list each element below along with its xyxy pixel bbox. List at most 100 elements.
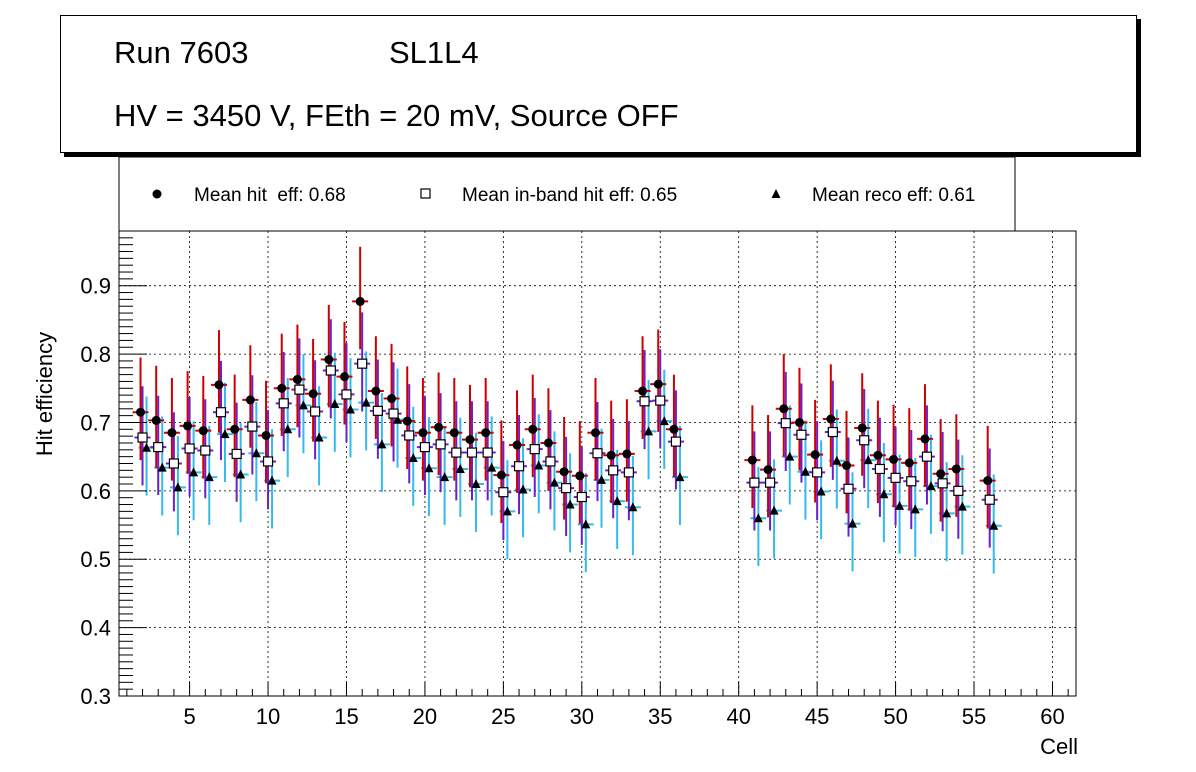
- reco-point: [518, 484, 528, 494]
- hit-point: [747, 455, 757, 465]
- inband-point: [921, 451, 933, 462]
- inband-point: [325, 365, 336, 376]
- inband-point: [953, 485, 964, 496]
- hit-point: [183, 421, 193, 431]
- hit-point: [904, 458, 914, 468]
- reco-point: [753, 513, 763, 523]
- reco-point: [565, 499, 575, 509]
- reco-point: [267, 475, 277, 485]
- hit-point: [355, 296, 365, 306]
- hit-point: [434, 422, 444, 432]
- inband-point: [357, 358, 368, 369]
- reco-point: [957, 501, 967, 511]
- hit-point: [575, 471, 585, 481]
- reco-point: [502, 506, 512, 516]
- reco-point: [189, 467, 199, 477]
- inband-point: [545, 456, 556, 467]
- reco-point: [926, 481, 936, 491]
- hit-point: [496, 470, 506, 480]
- reco-point: [800, 466, 810, 476]
- x-tick-label: 55: [962, 704, 986, 729]
- y-tick-label: 0.3: [80, 684, 111, 709]
- inband-point: [168, 458, 180, 469]
- inband-point: [215, 407, 227, 418]
- reco-point: [345, 404, 355, 414]
- reco-point: [424, 463, 434, 473]
- reco-point: [361, 397, 371, 407]
- inband-point: [153, 441, 164, 453]
- x-tick-label: 45: [805, 704, 829, 729]
- inband-point: [843, 483, 854, 494]
- hit-point: [951, 464, 961, 474]
- x-tick-label: 5: [183, 704, 195, 729]
- legend-square-marker: [420, 188, 431, 199]
- hit-point: [214, 380, 224, 390]
- hit-point: [920, 434, 930, 444]
- inband-point: [812, 467, 823, 478]
- reco-point: [157, 462, 167, 472]
- hit-point: [842, 461, 852, 471]
- reco-point: [408, 453, 418, 463]
- inband-point: [592, 448, 603, 459]
- legend-entry-reco: Mean reco eff: 0.61: [771, 185, 975, 206]
- hit-point: [936, 469, 946, 479]
- inband-point: [513, 461, 525, 472]
- reco-point: [330, 399, 340, 409]
- reco-point: [769, 505, 779, 515]
- reco-point: [816, 486, 826, 496]
- reco-point: [942, 508, 952, 518]
- hit-point: [261, 430, 271, 440]
- reco-point: [895, 500, 905, 510]
- reco-point: [534, 460, 544, 470]
- hit-point: [543, 438, 553, 448]
- hit-point: [889, 454, 899, 464]
- inband-point: [874, 463, 885, 475]
- reco-point: [612, 496, 622, 506]
- reco-point: [298, 400, 308, 410]
- hit-point: [136, 407, 146, 417]
- hit-point: [308, 389, 318, 399]
- inband-point: [404, 430, 415, 441]
- conditions-label: HV = 3450 V, FEth = 20 mV, Source OFF: [114, 98, 679, 133]
- x-tick-label: 40: [726, 704, 750, 729]
- inband-point: [247, 421, 258, 432]
- inband-point: [780, 418, 791, 429]
- legend-label-inband: Mean in-band hit eff: 0.65: [462, 185, 677, 206]
- inband-point: [388, 408, 399, 419]
- reco-point: [487, 462, 497, 472]
- hit-point: [449, 428, 459, 438]
- inband-point: [906, 476, 917, 487]
- hit-point: [245, 395, 255, 405]
- inband-point: [749, 477, 760, 488]
- x-tick-label: 30: [570, 704, 594, 729]
- inband-point: [796, 429, 807, 440]
- run-label: Run 7603: [114, 35, 249, 70]
- reco-point: [785, 451, 795, 461]
- hit-point: [669, 424, 679, 434]
- x-tick-label: 20: [413, 704, 437, 729]
- reco-point: [251, 448, 261, 458]
- hit-point: [371, 386, 381, 396]
- reco-point: [644, 426, 654, 436]
- x-tick-label: 35: [648, 704, 672, 729]
- inband-point: [451, 447, 462, 458]
- hit-point: [559, 467, 569, 477]
- hit-point: [622, 449, 632, 459]
- x-tick-label: 15: [334, 704, 358, 729]
- reco-point: [314, 432, 324, 442]
- reco-point: [549, 477, 559, 487]
- y-tick-label: 0.4: [80, 616, 111, 641]
- hit-point: [528, 424, 538, 434]
- inband-point: [984, 494, 995, 505]
- hit-point: [983, 476, 993, 486]
- reco-point: [848, 518, 858, 528]
- legend-triangle-marker: [771, 189, 781, 198]
- reco-point: [597, 474, 606, 484]
- title-box: Run 7603 SL1L4 HV = 3450 V, FEth = 20 mV…: [60, 15, 1137, 153]
- hit-point: [794, 417, 804, 427]
- inband-point: [639, 396, 650, 407]
- y-tick-label: 0.6: [80, 479, 111, 504]
- hit-point: [198, 426, 208, 436]
- legend-label-reco: Mean reco eff: 0.61: [812, 185, 975, 206]
